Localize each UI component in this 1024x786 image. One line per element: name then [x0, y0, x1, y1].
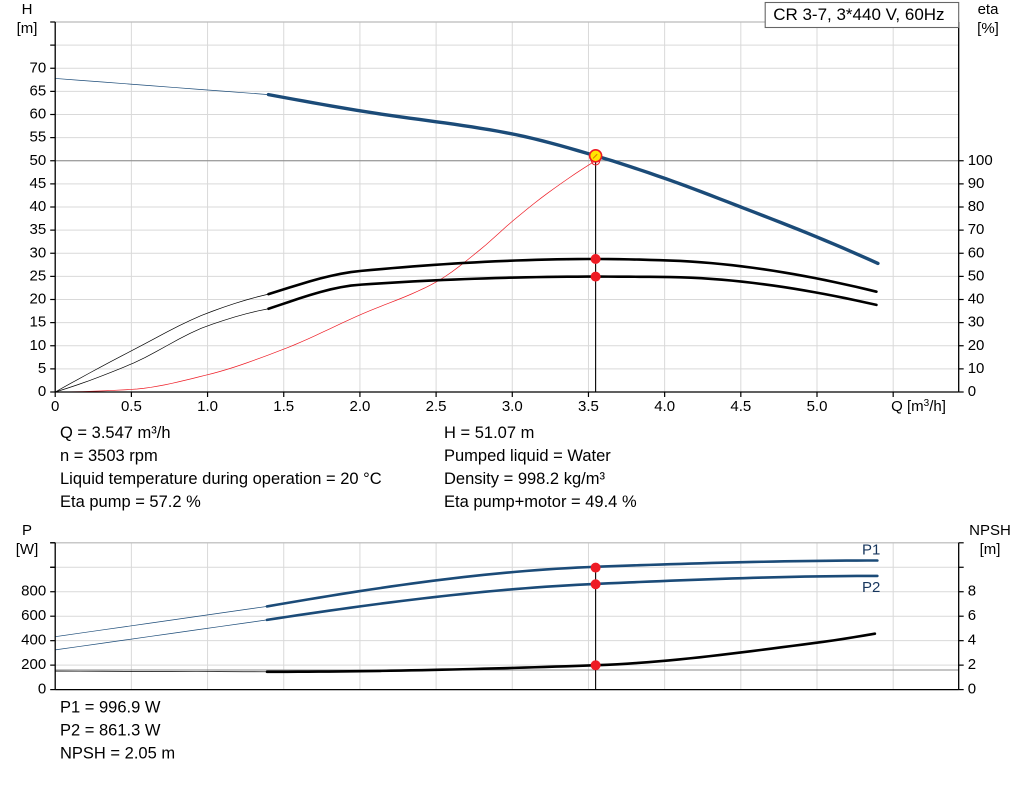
svg-text:Q [m3/h]: Q [m3/h] [891, 398, 946, 416]
svg-text:0: 0 [51, 398, 59, 415]
svg-text:50: 50 [30, 152, 47, 169]
svg-text:5: 5 [38, 360, 46, 377]
svg-text:25: 25 [30, 267, 47, 284]
svg-text:50: 50 [968, 267, 985, 284]
svg-text:Eta pump = 57.2 %: Eta pump = 57.2 % [60, 493, 201, 511]
svg-text:35: 35 [30, 221, 47, 238]
svg-text:70: 70 [30, 59, 47, 76]
svg-text:1.5: 1.5 [273, 398, 294, 415]
svg-text:eta: eta [978, 1, 1000, 18]
svg-text:3.5: 3.5 [578, 398, 599, 415]
svg-text:P1: P1 [862, 542, 880, 559]
svg-text:1.0: 1.0 [197, 398, 218, 415]
svg-text:Eta pump+motor = 49.4 %: Eta pump+motor = 49.4 % [444, 493, 637, 511]
svg-text:600: 600 [21, 607, 46, 624]
svg-text:Liquid temperature during oper: Liquid temperature during operation = 20… [60, 470, 382, 488]
svg-text:P2 = 861.3 W: P2 = 861.3 W [60, 722, 161, 740]
svg-text:55: 55 [30, 129, 47, 146]
svg-text:NPSH = 2.05 m: NPSH = 2.05 m [60, 745, 175, 763]
svg-text:P1 = 996.9 W: P1 = 996.9 W [60, 699, 161, 717]
svg-text:CR 3-7, 3*440 V, 60Hz: CR 3-7, 3*440 V, 60Hz [773, 5, 944, 24]
svg-text:400: 400 [21, 632, 46, 649]
svg-text:15: 15 [30, 314, 47, 331]
svg-text:Pumped liquid = Water: Pumped liquid = Water [444, 447, 611, 465]
svg-text:Q = 3.547 m³/h: Q = 3.547 m³/h [60, 424, 171, 442]
svg-text:30: 30 [30, 244, 47, 261]
svg-text:3.0: 3.0 [502, 398, 523, 415]
svg-text:2.0: 2.0 [349, 398, 370, 415]
svg-text:n = 3503 rpm: n = 3503 rpm [60, 447, 158, 465]
svg-text:[m]: [m] [17, 20, 38, 37]
svg-text:10: 10 [968, 360, 985, 377]
svg-text:40: 40 [30, 198, 47, 215]
svg-text:45: 45 [30, 175, 47, 192]
svg-text:0.5: 0.5 [121, 398, 142, 415]
svg-text:2.5: 2.5 [426, 398, 447, 415]
svg-text:20: 20 [30, 291, 47, 308]
svg-text:4: 4 [968, 632, 976, 649]
svg-text:65: 65 [30, 82, 47, 99]
svg-text:4.5: 4.5 [730, 398, 751, 415]
svg-text:5.0: 5.0 [807, 398, 828, 415]
svg-text:[W]: [W] [16, 541, 39, 558]
svg-text:H = 51.07 m: H = 51.07 m [444, 424, 534, 442]
svg-text:70: 70 [968, 221, 985, 238]
svg-text:80: 80 [968, 198, 985, 215]
svg-text:4.0: 4.0 [654, 398, 675, 415]
svg-text:2: 2 [968, 656, 976, 673]
svg-text:60: 60 [968, 244, 985, 261]
svg-text:P2: P2 [862, 579, 880, 596]
svg-text:6: 6 [968, 607, 976, 624]
svg-text:0: 0 [968, 383, 976, 400]
svg-text:800: 800 [21, 583, 46, 600]
svg-text:[%]: [%] [977, 20, 999, 37]
svg-text:0: 0 [968, 681, 976, 698]
svg-text:60: 60 [30, 106, 47, 123]
svg-text:H: H [22, 1, 33, 18]
svg-text:8: 8 [968, 583, 976, 600]
svg-text:0: 0 [38, 383, 46, 400]
svg-text:40: 40 [968, 291, 985, 308]
svg-text:90: 90 [968, 175, 985, 192]
svg-text:0: 0 [38, 681, 46, 698]
svg-text:Density = 998.2 kg/m³: Density = 998.2 kg/m³ [444, 470, 605, 488]
svg-text:30: 30 [968, 314, 985, 331]
svg-text:100: 100 [968, 152, 993, 169]
svg-text:20: 20 [968, 337, 985, 354]
svg-text:NPSH: NPSH [969, 522, 1011, 539]
svg-text:10: 10 [30, 337, 47, 354]
svg-text:P: P [22, 522, 32, 539]
svg-text:[m]: [m] [980, 541, 1001, 558]
svg-text:200: 200 [21, 656, 46, 673]
